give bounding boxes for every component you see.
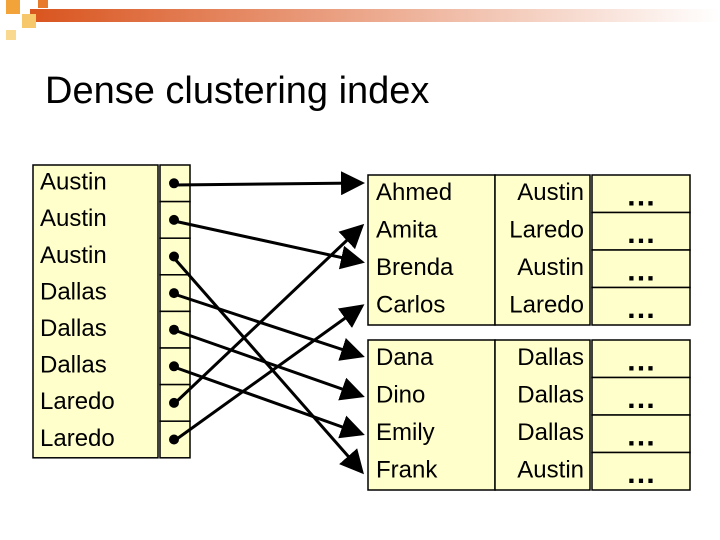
index-column <box>32 164 159 459</box>
rest-cell <box>591 451 691 491</box>
record-name: Carlos <box>376 292 445 319</box>
decor-square <box>38 0 48 8</box>
pointers <box>172 171 365 475</box>
pointer-arrow <box>172 257 364 475</box>
diagram: Austin Austin Austin Dallas Dallas Dallas Lare… <box>32 164 691 491</box>
decor-square <box>22 14 36 28</box>
decor-square <box>6 0 20 14</box>
record-name: Emily <box>376 419 435 446</box>
city-column <box>494 339 591 491</box>
index-key: Dallas <box>40 278 107 305</box>
pointer-cell <box>159 383 191 422</box>
rest-cell <box>591 211 691 251</box>
header-bar <box>30 9 720 22</box>
record-city: Dallas <box>517 344 584 371</box>
index-key: Austin <box>40 169 107 196</box>
record-city: Austin <box>517 254 584 281</box>
pointer-arrow <box>172 223 365 406</box>
index-key: Austin <box>40 205 107 232</box>
record-rest: … <box>626 382 656 415</box>
pointer-arrow <box>173 292 365 361</box>
name-column <box>367 339 496 491</box>
index-key: Laredo <box>40 388 115 415</box>
record-rest: … <box>626 180 656 213</box>
rest-cell <box>591 414 691 454</box>
rest-cell <box>591 249 691 289</box>
record-rest: … <box>626 457 656 490</box>
pointer-dot <box>169 178 179 189</box>
record-rest: … <box>626 420 656 453</box>
record-city: Dallas <box>517 382 584 409</box>
index-key: Laredo <box>40 425 115 452</box>
record-name: Ahmed <box>376 179 452 206</box>
record-city: Laredo <box>509 292 584 319</box>
record-city: Laredo <box>509 217 584 244</box>
rest-cell <box>591 286 691 326</box>
pointer-dot <box>169 214 179 225</box>
record-city: Austin <box>517 457 584 484</box>
name-column <box>367 174 496 326</box>
decor-square <box>6 30 16 40</box>
record-name: Brenda <box>376 254 454 281</box>
record-city: Dallas <box>517 419 584 446</box>
record-name: Frank <box>376 457 438 484</box>
pointer-arrow <box>173 328 365 401</box>
pointer-arrow <box>173 171 365 196</box>
record-name: Amita <box>376 217 438 244</box>
record-rest: … <box>626 255 656 288</box>
pointer-arrow <box>173 304 365 443</box>
slide-title: Dense clustering index <box>45 70 429 112</box>
record-rest: … <box>626 217 656 250</box>
index-key: Dallas <box>40 315 107 342</box>
record-rest: … <box>626 345 656 378</box>
rest-cell <box>591 339 691 379</box>
record-name: Dana <box>376 344 434 371</box>
city-column <box>494 174 591 326</box>
rest-cell <box>591 174 691 214</box>
pointer-arrow <box>173 365 365 439</box>
index-key: Dallas <box>40 352 107 379</box>
record-name: Dino <box>376 382 425 409</box>
pointer-arrow <box>173 219 365 270</box>
record-rest: … <box>626 292 656 325</box>
index-key: Austin <box>40 242 107 269</box>
record-city: Austin <box>517 179 584 206</box>
